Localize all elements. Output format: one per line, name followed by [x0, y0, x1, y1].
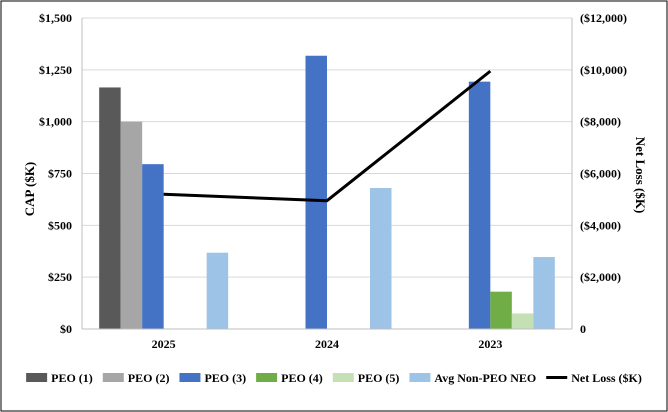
y2-tick-label: ($4,000): [580, 218, 621, 232]
legend-swatch: [409, 373, 431, 382]
legend-label: PEO (4): [281, 371, 323, 385]
legend-label: PEO (5): [358, 371, 400, 385]
legend-swatch: [256, 373, 278, 382]
y2-tick-label: 0: [580, 322, 586, 336]
bar: [533, 257, 555, 329]
y2-tick-label: ($6,000): [580, 167, 621, 181]
y2-tick-label: ($2,000): [580, 270, 621, 284]
bar: [142, 164, 164, 329]
x-tick-label: 2023: [478, 337, 502, 351]
legend-label: Avg Non-PEO NEO: [434, 371, 536, 385]
y-tick-label: $1,500: [39, 11, 72, 25]
bar: [468, 81, 491, 329]
legend-swatch: [26, 373, 48, 382]
y2-axis-title: Net Loss ($K): [633, 137, 648, 214]
legend-label: PEO (3): [204, 371, 246, 385]
bar: [99, 87, 121, 329]
line-series: [163, 69, 492, 203]
legend-swatch: [179, 373, 201, 382]
y2-tick-label: ($10,000): [580, 63, 627, 77]
y2-tick-label: ($12,000): [580, 11, 627, 25]
bar: [490, 291, 512, 329]
y-tick-label: $750: [48, 167, 72, 181]
bar: [370, 188, 392, 329]
bar: [120, 121, 143, 330]
y-tick-label: $1,000: [39, 115, 72, 129]
net-loss-line: [163, 69, 492, 203]
bar: [511, 313, 534, 329]
legend: PEO (1) PEO (2) PEO (3) PEO (4) PEO (5) Avg N…: [26, 371, 642, 385]
x-tick-label: 2025: [152, 337, 176, 351]
axes: $0 0 $250 ($2,000) $500 ($4,000) $750 ($6,000) $…: [39, 11, 627, 351]
bars: [99, 55, 555, 330]
legend-swatch: [102, 373, 124, 382]
y-tick-label: $250: [48, 270, 72, 284]
y-tick-label: $1,250: [39, 63, 72, 77]
y-tick-label: $500: [48, 218, 72, 232]
bar: [206, 252, 229, 329]
legend-label: PEO (2): [128, 371, 170, 385]
y-tick-label: $0: [60, 322, 72, 336]
x-tick-label: 2024: [315, 337, 339, 351]
y-axis-title: CAP ($K): [22, 162, 37, 217]
legend-swatch: [332, 373, 354, 382]
y2-tick-label: ($8,000): [580, 115, 621, 129]
legend-label: PEO (1): [51, 371, 93, 385]
legend-label: Net Loss ($K): [571, 371, 642, 385]
bar: [305, 55, 327, 329]
